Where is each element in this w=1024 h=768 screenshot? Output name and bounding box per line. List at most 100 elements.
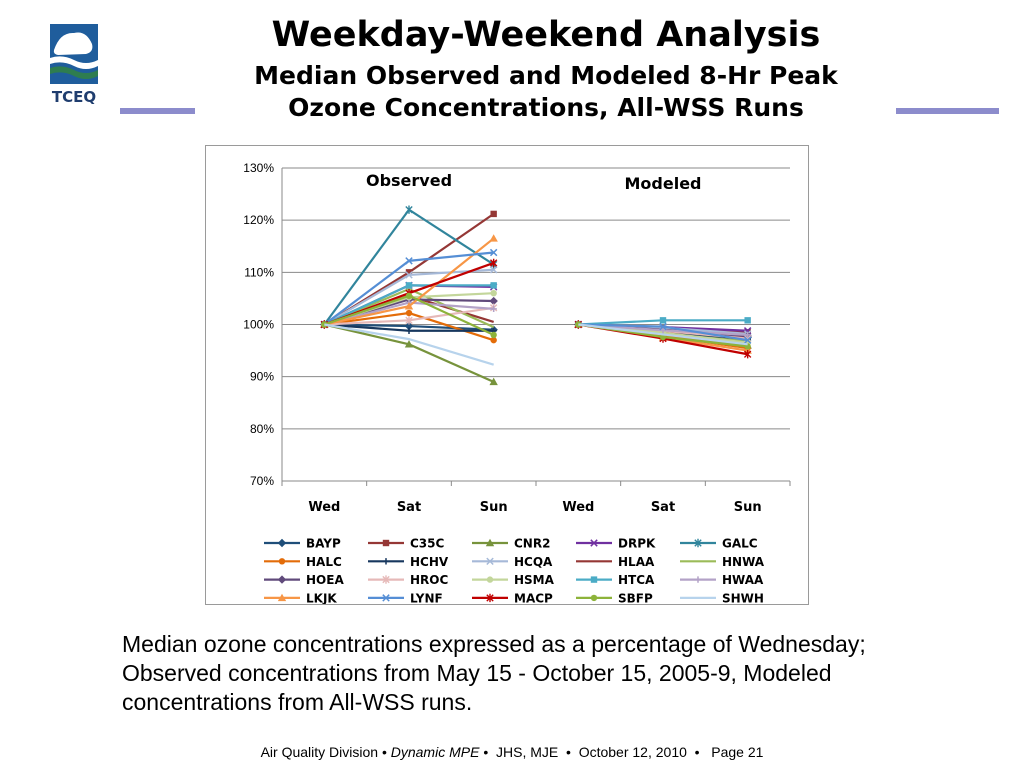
x-tick-label: Sun	[734, 500, 762, 515]
data-point-macp	[743, 350, 752, 359]
ozone-line-chart: 130% 120% 110% 100% 90% 80% 70% Wed Sat Sun Wed Sat…	[243, 161, 791, 604]
footer-date: October 12, 2010	[578, 744, 687, 760]
legend-label-galc: GALC	[722, 537, 758, 551]
panel-label-modeled: Modeled	[624, 174, 701, 193]
legend-label-hchv: HCHV	[410, 555, 449, 569]
data-point-hwaa	[659, 327, 667, 334]
legend-marker-hsma	[486, 576, 494, 583]
legend-label-lkjk: LKJK	[306, 591, 337, 604]
legend-label-hlaa: HLAA	[618, 555, 655, 569]
legend-marker-htca	[590, 576, 598, 583]
legend-marker-lkjk	[277, 593, 287, 602]
legend-label-hoea: HOEA	[306, 573, 344, 587]
data-point-cnr2	[404, 340, 414, 348]
legend-marker-hroc	[382, 575, 390, 584]
title-rule-left	[120, 108, 195, 114]
footer-sep-1: •	[381, 744, 387, 760]
data-point-c35c	[490, 210, 497, 218]
legend-marker-sbfp	[590, 594, 598, 602]
data-point-lynf	[489, 248, 498, 257]
series-line-observed-shwh	[324, 323, 494, 366]
footer-division: Air Quality Division	[260, 744, 379, 760]
legend-label-drpk: DRPK	[618, 537, 656, 551]
chart-caption: Median ozone concentrations expressed as…	[122, 631, 866, 715]
legend-label-hroc: HROC	[410, 573, 448, 587]
slide-title: Weekday-Weekend Analysis	[271, 15, 821, 55]
tceq-logo: TCEQ	[50, 24, 98, 106]
slide-footer: Air Quality Division • Dynamic MPE • JHS…	[0, 744, 1024, 760]
data-point-lkjk	[489, 234, 498, 242]
slide-subtitle: Median Observed and Modeled 8-Hr Peak Oz…	[200, 60, 892, 124]
data-point-htca	[405, 282, 413, 289]
legend-label-cnr2: CNR2	[514, 537, 550, 551]
data-point-lynf	[743, 336, 752, 344]
logo-text: TCEQ	[52, 88, 96, 106]
legend-label-c35c: C35C	[410, 537, 445, 551]
data-point-cnr2	[489, 377, 498, 386]
legend-marker-hoea	[277, 575, 287, 584]
x-tick-label: Sun	[480, 500, 508, 515]
data-point-bayp	[404, 321, 414, 331]
data-point-lkjk	[404, 302, 414, 310]
data-point-hsma	[490, 290, 497, 297]
data-point-hcqa	[489, 265, 498, 274]
data-point-sbfp	[405, 292, 413, 300]
legend-label-lynf: LYNF	[410, 591, 443, 604]
y-tick-label: 100%	[243, 318, 274, 332]
series-line-modeled-shwh	[578, 323, 748, 346]
data-point-lynf	[659, 322, 667, 331]
legend-marker-c35c	[382, 539, 390, 547]
data-point-halc	[405, 309, 413, 317]
panel-label-observed: Observed	[366, 171, 452, 190]
data-point-c35c	[405, 269, 413, 276]
footer-authors: JHS, MJE	[496, 744, 559, 760]
legend-marker-hchv	[382, 558, 390, 565]
subtitle-line-2: Ozone Concentrations, All-WSS Runs	[288, 93, 804, 122]
x-tick-label: Wed	[562, 500, 594, 515]
legend-label-hwaa: HWAA	[722, 573, 764, 587]
data-point-sbfp	[321, 321, 328, 328]
legend-marker-halc	[278, 558, 286, 565]
data-point-sbfp	[490, 331, 497, 339]
data-point-hcqa	[405, 271, 413, 279]
data-point-hroc	[405, 316, 413, 325]
x-tick-label: Sat	[397, 500, 421, 515]
footer-project: Dynamic MPE	[390, 744, 480, 760]
legend-marker-bayp	[277, 538, 287, 548]
legend-marker-hwaa	[694, 576, 702, 583]
chart-frame: 130% 120% 110% 100% 90% 80% 70% Wed Sat Sun Wed Sat…	[205, 145, 809, 605]
y-tick-label: 90%	[250, 370, 274, 384]
data-point-hwaa	[744, 331, 751, 339]
data-point-htca	[490, 282, 497, 289]
x-tick-label: Wed	[308, 500, 340, 515]
data-point-htca	[744, 317, 751, 324]
subtitle-line-1: Median Observed and Modeled 8-Hr Peak	[254, 61, 838, 90]
legend-marker-lynf	[382, 594, 390, 602]
footer-sep-3: •	[566, 744, 571, 760]
legend-marker-cnr2	[485, 538, 495, 547]
y-tick-label: 120%	[243, 213, 274, 227]
legend-marker-macp	[486, 593, 494, 603]
data-point-htca	[659, 317, 667, 324]
legend-label-hsma: HSMA	[514, 573, 555, 587]
footer-page: Page 21	[711, 744, 764, 760]
y-tick-label: 70%	[250, 474, 274, 488]
legend-label-macp: MACP	[514, 591, 553, 604]
data-point-lynf	[405, 257, 413, 265]
data-point-sbfp	[575, 321, 582, 328]
legend-marker-hcqa	[486, 557, 494, 566]
data-point-hoea	[489, 296, 498, 306]
legend-label-hcqa: HCQA	[514, 555, 553, 569]
data-point-hwaa	[490, 305, 497, 313]
data-point-hchv	[405, 327, 413, 334]
data-point-halc	[490, 336, 497, 344]
x-tick-label: Sat	[651, 500, 675, 515]
y-tick-label: 80%	[250, 422, 274, 436]
footer-sep-2: •	[483, 744, 489, 760]
legend-label-bayp: BAYP	[306, 537, 341, 551]
title-rule-right	[896, 108, 999, 114]
footer-sep-4: •	[694, 744, 700, 760]
y-tick-label: 130%	[243, 161, 274, 175]
data-point-galc	[405, 205, 413, 214]
data-point-macp	[489, 258, 498, 268]
